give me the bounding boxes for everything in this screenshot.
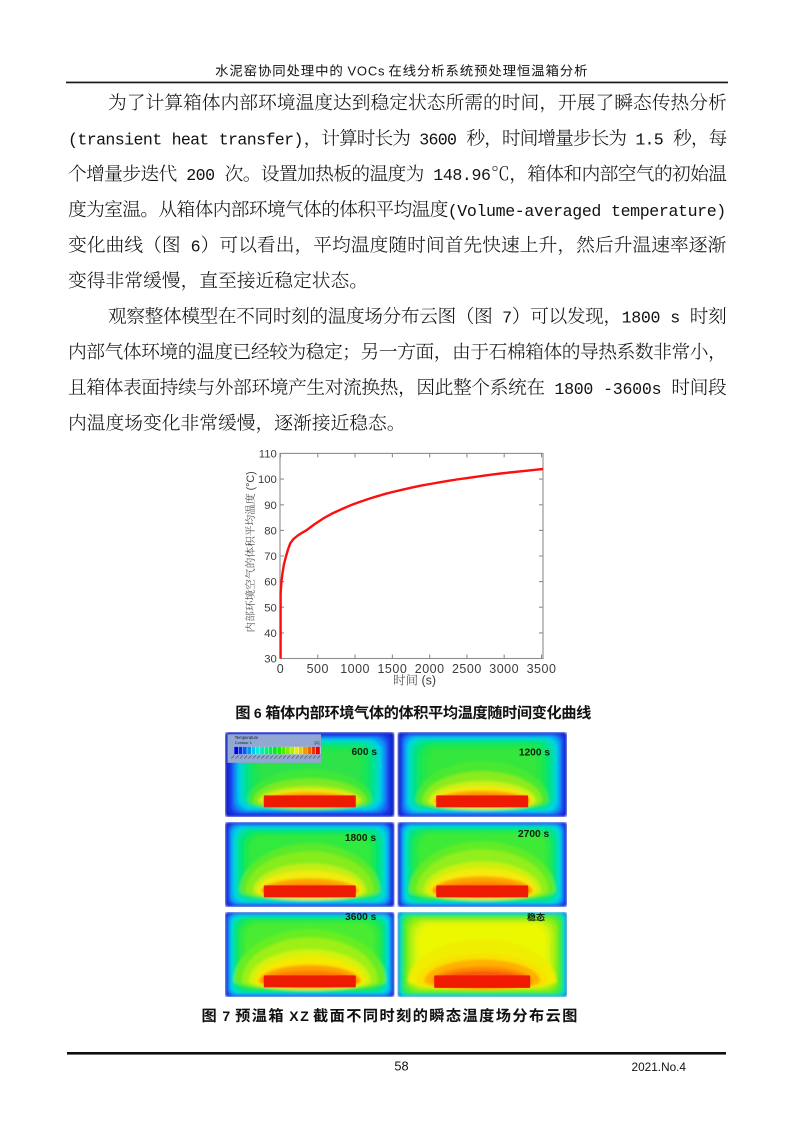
svg-text:1800: 1800 [622, 309, 661, 328]
svg-text:[C]: [C] [315, 740, 320, 745]
svg-text:90: 90 [264, 500, 277, 512]
svg-text:70: 70 [264, 551, 277, 563]
svg-text:7: 7 [222, 1008, 230, 1024]
svg-text:(°C): (°C) [245, 471, 257, 490]
svg-text:2000: 2000 [415, 662, 445, 676]
svg-text:2700 s: 2700 s [518, 829, 549, 840]
svg-text:(Volume-averaged: (Volume-averaged [448, 202, 602, 221]
svg-text:7: 7 [502, 309, 512, 328]
svg-text:1200 s: 1200 s [519, 748, 550, 759]
svg-text:VOCs: VOCs [348, 64, 385, 79]
svg-text:3000: 3000 [489, 662, 519, 676]
svg-text:-3600s: -3600s [603, 380, 661, 399]
svg-text:1800: 1800 [554, 380, 593, 399]
svg-text:(transient: (transient [68, 131, 162, 150]
svg-text:50: 50 [264, 602, 277, 614]
svg-text:3500: 3500 [527, 662, 557, 676]
svg-text:0: 0 [277, 662, 284, 676]
svg-text:2021.No.4: 2021.No.4 [632, 1060, 687, 1074]
svg-text:100: 100 [258, 474, 277, 486]
svg-text:2500: 2500 [452, 662, 482, 676]
svg-text:30: 30 [264, 654, 277, 666]
svg-text:58: 58 [394, 1059, 408, 1074]
svg-text:transfer): transfer) [219, 131, 304, 150]
svg-text:Temperature: Temperature [235, 735, 259, 740]
svg-text:1000: 1000 [340, 662, 370, 676]
svg-text:3600: 3600 [419, 131, 457, 150]
svg-text:(s): (s) [422, 674, 437, 688]
svg-text:temperature): temperature) [611, 202, 726, 221]
svg-text:Contour 1: Contour 1 [235, 740, 252, 745]
svg-text:60: 60 [264, 577, 277, 589]
svg-text:heat: heat [172, 131, 210, 150]
svg-text:110: 110 [259, 449, 277, 461]
svg-text:500: 500 [307, 662, 329, 676]
svg-text:600 s: 600 s [352, 747, 378, 758]
svg-text:3600 s: 3600 s [345, 912, 376, 923]
svg-text:6: 6 [191, 237, 201, 256]
svg-text:1800 s: 1800 s [345, 833, 376, 844]
svg-text:80: 80 [264, 526, 277, 538]
svg-text:40: 40 [264, 628, 277, 640]
svg-text:1500: 1500 [377, 662, 407, 676]
svg-text:1.5: 1.5 [635, 131, 663, 150]
svg-text:6: 6 [254, 705, 262, 721]
svg-text:148.96: 148.96 [433, 166, 491, 185]
svg-text:200: 200 [186, 166, 215, 185]
svg-text:s: s [670, 309, 680, 328]
